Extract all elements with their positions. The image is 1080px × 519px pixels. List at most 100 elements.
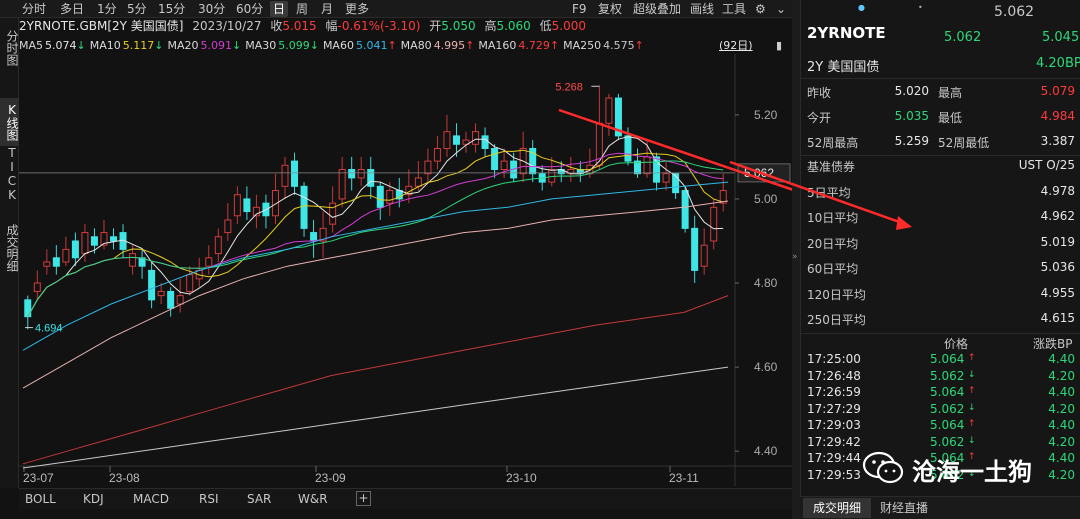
- tool-4[interactable]: 工具: [722, 2, 747, 16]
- arrow-up-icon: ↑: [968, 386, 976, 396]
- quote-label: 昨收: [807, 86, 832, 100]
- add-indicator-button[interactable]: +: [356, 491, 371, 506]
- indicator-tab-1[interactable]: KDJ: [83, 492, 104, 506]
- period-6[interactable]: 60分: [236, 2, 264, 16]
- trade-time: 17:27:29: [807, 401, 861, 416]
- candle-body: [348, 169, 356, 179]
- trade-price: 5.062: [930, 467, 965, 482]
- ma-direction: ↑: [387, 39, 397, 52]
- quote-label: 最高: [938, 86, 963, 100]
- period-10[interactable]: 更多: [345, 2, 370, 16]
- period-7[interactable]: 日: [270, 1, 289, 17]
- top-price: 5.062: [994, 4, 1035, 20]
- ma-legend-ma250: MA250 4.575↑: [563, 39, 644, 52]
- period-3[interactable]: 5分: [127, 2, 147, 16]
- y-tick-label: 4.80: [754, 276, 778, 290]
- stat-value: UST O/25: [1018, 158, 1075, 172]
- ma160-line: [22, 295, 729, 465]
- stat-label: 基准债券: [807, 160, 856, 174]
- x-tick-label: 23-09: [315, 471, 346, 485]
- candle-body: [224, 219, 232, 234]
- trade-price: 5.064: [930, 352, 965, 366]
- range-label[interactable]: (92日): [719, 39, 753, 52]
- quote-label: 最低: [938, 111, 963, 125]
- period-4[interactable]: 15分: [158, 2, 186, 16]
- candle-body: [214, 236, 222, 255]
- ma-legend-ma80: MA80 4.995↑: [401, 39, 475, 52]
- arrow-down-icon: ↓: [968, 402, 976, 413]
- candle-body: [33, 282, 41, 292]
- change-value: -0.61%(-3.10): [337, 19, 421, 33]
- candlestick-chart[interactable]: 5.20 5.00 4.80 4.60 4.40 23-07 23-08 23-09 23-10…: [19, 54, 792, 486]
- quote-info-row: 2YRNOTE.GBM[2Y 美国国债] 2023/10/27 收5.015 幅…: [19, 17, 791, 36]
- tool-3[interactable]: 画线: [690, 2, 715, 16]
- lock-icon[interactable]: ▮: [776, 39, 783, 52]
- panel-collapse-bar[interactable]: »: [792, 0, 800, 519]
- period-toolbar: 分时 多日 1分 5分 15分 30分 60分日周月更多 F9 复权 超级叠加 画线 工具 ⚙ ⌄: [0, 0, 792, 18]
- high-annotation: 5.268: [555, 81, 583, 93]
- candle-body: [491, 147, 499, 171]
- y-tick-label: 4.40: [754, 444, 778, 458]
- stat-label: 5日平均: [807, 185, 851, 200]
- ma-label: MA160: [478, 39, 517, 52]
- candle-body: [614, 97, 622, 137]
- trades-price-header: 价格: [944, 337, 969, 351]
- dot-icon[interactable]: •: [918, 3, 923, 12]
- indicator-tab-2[interactable]: MACD: [133, 492, 169, 506]
- candle-body: [24, 299, 32, 318]
- candle-body: [500, 160, 508, 171]
- tool-2[interactable]: 超级叠加: [633, 2, 682, 16]
- period-1[interactable]: 多日: [60, 2, 85, 16]
- indicator-tab-4[interactable]: SAR: [247, 492, 272, 506]
- indicator-tab-0[interactable]: BOLL: [25, 492, 56, 506]
- trade-price: 5.062: [930, 401, 965, 416]
- date-label: 2023/10/27: [192, 19, 262, 33]
- candle-body: [624, 135, 632, 162]
- period-9[interactable]: 月: [321, 2, 334, 16]
- right-last: 5.062: [944, 30, 982, 45]
- ma-legend-ma20: MA20 5.091↓: [167, 39, 241, 52]
- tab-kline[interactable]: K线图: [0, 98, 19, 146]
- candle-body: [329, 202, 337, 225]
- candle-body: [719, 190, 727, 204]
- period-5[interactable]: 30分: [198, 2, 226, 16]
- ma-label: MA60: [322, 39, 354, 52]
- indicator-tab-5[interactable]: W&R: [298, 492, 328, 506]
- indicator-tab-3[interactable]: RSI: [199, 492, 219, 506]
- trade-time: 17:25:00: [807, 352, 861, 366]
- candle-body: [700, 244, 708, 267]
- ma5-line: [27, 136, 724, 317]
- tab-trade-detail[interactable]: 成交明细: [5, 224, 19, 272]
- period-8[interactable]: 周: [296, 2, 309, 16]
- candle-body: [186, 274, 194, 292]
- candle-body: [90, 236, 98, 246]
- tab-trade-detail-right[interactable]: 成交明细: [803, 498, 871, 518]
- period-2[interactable]: 1分: [97, 2, 117, 16]
- trade-bp: 4.40: [1048, 451, 1075, 465]
- stat-value: 5.036: [1040, 260, 1075, 274]
- trade-bp: 4.20: [1048, 368, 1075, 383]
- chevron-down-icon[interactable]: ⌄: [776, 2, 787, 16]
- tool-1[interactable]: 复权: [598, 2, 623, 16]
- candle-body: [414, 177, 422, 187]
- trade-bp: 4.40: [1048, 385, 1075, 399]
- period-0[interactable]: 分时: [22, 2, 47, 16]
- tab-tick[interactable]: TICK: [5, 146, 19, 202]
- trade-price: 5.062: [930, 434, 965, 449]
- arrow-up-icon: ↑: [968, 419, 976, 429]
- gear-icon[interactable]: ⚙: [755, 2, 766, 16]
- watermark: 沧海一土狗: [862, 450, 1072, 490]
- tab-live-news[interactable]: 财经直播: [880, 501, 929, 515]
- candle-body: [52, 257, 60, 267]
- ma-value: 5.117: [122, 39, 155, 52]
- tool-0[interactable]: F9: [572, 2, 587, 16]
- open-label: 开: [429, 19, 442, 33]
- stat-label: 60日平均: [807, 262, 859, 276]
- ma-value: 4.575: [603, 39, 635, 52]
- pin-icon[interactable]: ●: [858, 3, 865, 12]
- quote-value: 3.387: [1040, 134, 1075, 148]
- ma-value: 5.041: [355, 39, 388, 52]
- tab-timeshare[interactable]: 分时图: [5, 30, 19, 66]
- candle-body: [252, 206, 260, 217]
- trade-bp: 4.20: [1048, 467, 1075, 482]
